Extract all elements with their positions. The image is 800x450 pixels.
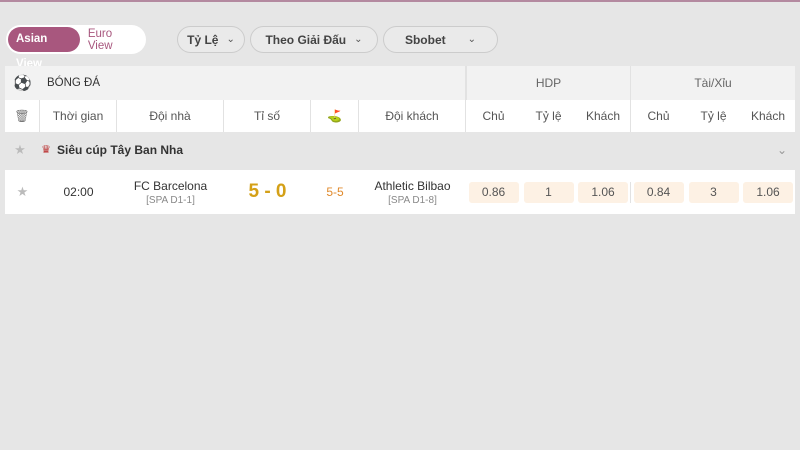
- league-row[interactable]: ★ ♛ Siêu cúp Tây Ban Nha ⌄: [5, 132, 795, 167]
- league-name: Siêu cúp Tây Ban Nha: [57, 142, 184, 157]
- col-hdp-rate: Tỷ lệ: [535, 109, 562, 123]
- col-hdp-home: Chủ: [482, 109, 505, 123]
- chevron-down-icon: ⌄: [226, 34, 235, 45]
- bookmaker-dropdown[interactable]: Sbobet ⌄: [383, 26, 498, 53]
- tx-line[interactable]: 3: [688, 181, 739, 203]
- col-tx-home: Chủ: [647, 109, 670, 123]
- odds-type-dropdown[interactable]: Tỷ Lệ ⌄: [177, 26, 245, 53]
- hdp-header: HDP: [466, 66, 631, 100]
- tx-over-odds[interactable]: 0.84: [633, 181, 684, 203]
- dropdown-label: Tỷ Lệ: [187, 32, 219, 47]
- match-time: 02:00: [63, 185, 94, 199]
- col-away: Đội khách: [359, 100, 466, 132]
- star-icon[interactable]: ★: [14, 141, 26, 157]
- chevron-down-icon: ⌄: [467, 34, 477, 45]
- col-tx-rate: Tỷ lệ: [700, 109, 727, 123]
- league-logo-icon: ♛: [41, 144, 51, 156]
- home-team: FC Barcelona [SPA D1-1]: [117, 179, 224, 206]
- col-score: Tỉ số: [224, 100, 311, 132]
- col-home: Đội nhà: [117, 100, 224, 132]
- soccer-ball-icon: ⚽: [13, 75, 32, 92]
- sport-header-row: ⚽ BÓNG ĐÁ HDP Tài/Xỉu: [5, 66, 795, 100]
- euro-view-button[interactable]: Euro View: [87, 27, 113, 52]
- match-row[interactable]: ★ 02:00 FC Barcelona [SPA D1-1] 5 - 0 5-5…: [5, 170, 795, 214]
- dropdown-label: Theo Giải Đấu: [265, 32, 347, 47]
- match-score: 5 - 0: [248, 181, 287, 202]
- sport-title: BÓNG ĐÁ: [40, 66, 466, 100]
- hdp-home-odds[interactable]: 0.86: [468, 181, 519, 203]
- hdp-away-odds[interactable]: 1.06: [578, 181, 628, 203]
- away-team-name: Athletic Bilbao: [374, 178, 451, 193]
- away-team-rank: [SPA D1-8]: [388, 194, 437, 206]
- chevron-down-icon[interactable]: ⌄: [776, 142, 787, 157]
- dropdown-label: Sbobet: [404, 32, 446, 47]
- chevron-down-icon: ⌄: [354, 34, 363, 45]
- away-team: Athletic Bilbao [SPA D1-8]: [359, 179, 466, 206]
- tx-under-odds[interactable]: 1.06: [743, 181, 793, 203]
- hdp-line[interactable]: 1: [523, 181, 574, 203]
- league-sort-dropdown[interactable]: Theo Giải Đấu ⌄: [250, 26, 378, 53]
- corner-flag-icon: ⛳: [311, 100, 359, 132]
- star-icon[interactable]: ★: [16, 184, 29, 199]
- view-toggle[interactable]: Asian View Euro View: [6, 25, 146, 70]
- asian-view-button[interactable]: Asian View: [8, 27, 80, 70]
- col-time: Thời gian: [40, 100, 117, 132]
- col-hdp-away: Khách: [576, 100, 631, 132]
- top-border: [0, 0, 800, 2]
- home-team-name: FC Barcelona: [133, 178, 208, 193]
- column-header-row: 🗑 Thời gian Đội nhà Tỉ số ⛳ Đội khách Ch…: [5, 100, 795, 132]
- home-team-rank: [SPA D1-1]: [146, 194, 195, 206]
- taixiu-header: Tài/Xỉu: [694, 76, 732, 90]
- corners-score: 5-5: [326, 185, 344, 199]
- trash-icon[interactable]: 🗑: [5, 100, 40, 132]
- col-tx-away: Khách: [750, 109, 786, 123]
